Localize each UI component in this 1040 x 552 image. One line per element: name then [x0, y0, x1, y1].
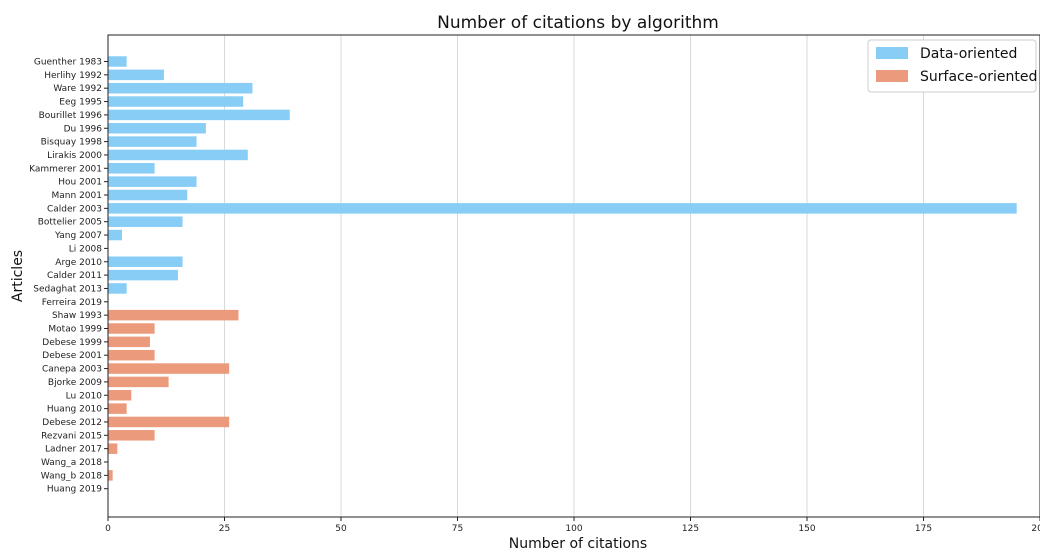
y-tick-label: Ware 1992: [53, 84, 102, 94]
bar-eeg-1995: [108, 96, 244, 107]
x-tick-label: 175: [915, 524, 932, 534]
y-tick-label: Bjorke 2009: [48, 378, 102, 388]
bar-bjorke-2009: [108, 376, 169, 388]
x-tick-label: 150: [798, 524, 815, 534]
y-tick-label: Calder 2003: [47, 204, 102, 214]
y-axis-title: Articles: [10, 250, 26, 302]
bar-ladner-2017: [108, 443, 118, 454]
x-axis-title: Number of citations: [509, 536, 647, 552]
chart-title: Number of citations by algorithm: [437, 13, 719, 33]
x-tick-label: 75: [452, 524, 463, 534]
bars: [108, 56, 1017, 481]
y-tick-label: Yang 2007: [54, 231, 102, 241]
bar-lu-2010: [108, 390, 132, 401]
y-tick-label: Shaw 1993: [52, 311, 102, 321]
bar-canepa-2003: [108, 363, 230, 374]
grid-lines: [224, 35, 924, 517]
bar-guenther-1983: [108, 56, 127, 67]
bar-wang-b-2018: [108, 470, 113, 481]
y-tick-label: Wang_a 2018: [41, 458, 102, 468]
y-tick-label: Rezvani 2015: [41, 431, 102, 441]
legend-frame: [867, 39, 1037, 93]
y-tick-label: Hou 2001: [58, 178, 102, 188]
y-tick-label: Guenther 1983: [34, 58, 102, 68]
y-tick-label: Arge 2010: [55, 258, 102, 268]
y-tick-label: Bottelier 2005: [38, 218, 102, 228]
bar-yang-2007: [108, 229, 122, 241]
bar-arge-2010: [108, 256, 183, 267]
legend-label-data-oriented: Data-oriented: [920, 46, 1017, 62]
x-axis-ticks: 0 25 50 75 100 125 150 175 200: [105, 517, 1040, 534]
bar-sedaghat-2013: [108, 283, 127, 294]
bar-debese-1999: [108, 336, 150, 348]
y-tick-label: Ladner 2017: [45, 445, 102, 455]
y-tick-label: Li 2008: [69, 244, 103, 254]
bar-bottelier-2005: [108, 216, 183, 227]
x-tick-label: 50: [335, 524, 347, 534]
bar-debese-2001: [108, 349, 155, 361]
bar-mann-2001: [108, 189, 188, 201]
bar-hou-2001: [108, 176, 197, 187]
legend: Data-oriented Surface-oriented: [867, 39, 1037, 93]
bar-lirakis-2000: [108, 149, 248, 161]
bar-herlihy-1992: [108, 69, 164, 81]
x-tick-label: 0: [105, 524, 111, 534]
y-tick-label: Du 1996: [64, 124, 103, 134]
bar-motao-1999: [108, 323, 155, 334]
y-tick-label: Eeg 1995: [59, 98, 102, 108]
bar-calder-2003: [108, 203, 1017, 214]
legend-swatch-data-oriented: [876, 47, 908, 59]
y-tick-label: Lu 2010: [66, 391, 103, 401]
bar-du-1996: [108, 123, 206, 134]
bar-ware-1992: [108, 82, 253, 94]
bar-huang-2010: [108, 403, 127, 414]
y-tick-label: Bisquay 1998: [41, 138, 103, 148]
bar-bisquay-1998: [108, 136, 197, 147]
y-tick-label: Sedaghat 2013: [33, 284, 102, 294]
y-tick-label: Calder 2011: [47, 271, 102, 281]
y-tick-label: Herlihy 1992: [44, 71, 102, 81]
legend-label-surface-oriented: Surface-oriented: [920, 69, 1037, 85]
bar-shaw-1993: [108, 309, 239, 321]
y-tick-label: Mann 2001: [52, 191, 102, 201]
y-axis-ticks: Guenther 1983 Herlihy 1992 Ware 1992 Eeg 19…: [29, 58, 108, 495]
y-tick-label: Debese 2001: [42, 351, 102, 361]
x-tick-label: 125: [682, 524, 699, 534]
x-tick-label: 200: [1031, 524, 1040, 534]
y-tick-label: Debese 1999: [42, 338, 102, 348]
bar-bourillet-1996: [108, 109, 290, 121]
y-tick-label: Ferreira 2019: [42, 298, 103, 308]
x-tick-label: 25: [219, 524, 230, 534]
y-tick-label: Lirakis 2000: [47, 151, 102, 161]
legend-swatch-surface-oriented: [876, 70, 908, 82]
bar-debese-2012: [108, 416, 230, 428]
bar-rezvani-2015: [108, 430, 155, 441]
bar-kammerer-2001: [108, 163, 155, 174]
y-tick-label: Wang_b 2018: [41, 471, 103, 481]
y-tick-label: Motao 1999: [48, 325, 102, 335]
y-tick-label: Canepa 2003: [42, 365, 102, 375]
y-tick-label: Kammerer 2001: [29, 164, 102, 174]
x-tick-label: 100: [565, 524, 582, 534]
y-tick-label: Debese 2012: [42, 418, 102, 428]
y-tick-label: Huang 2019: [47, 485, 102, 495]
y-tick-label: Bourillet 1996: [39, 111, 103, 121]
bar-calder-2011: [108, 269, 178, 281]
y-tick-label: Huang 2010: [47, 405, 102, 415]
